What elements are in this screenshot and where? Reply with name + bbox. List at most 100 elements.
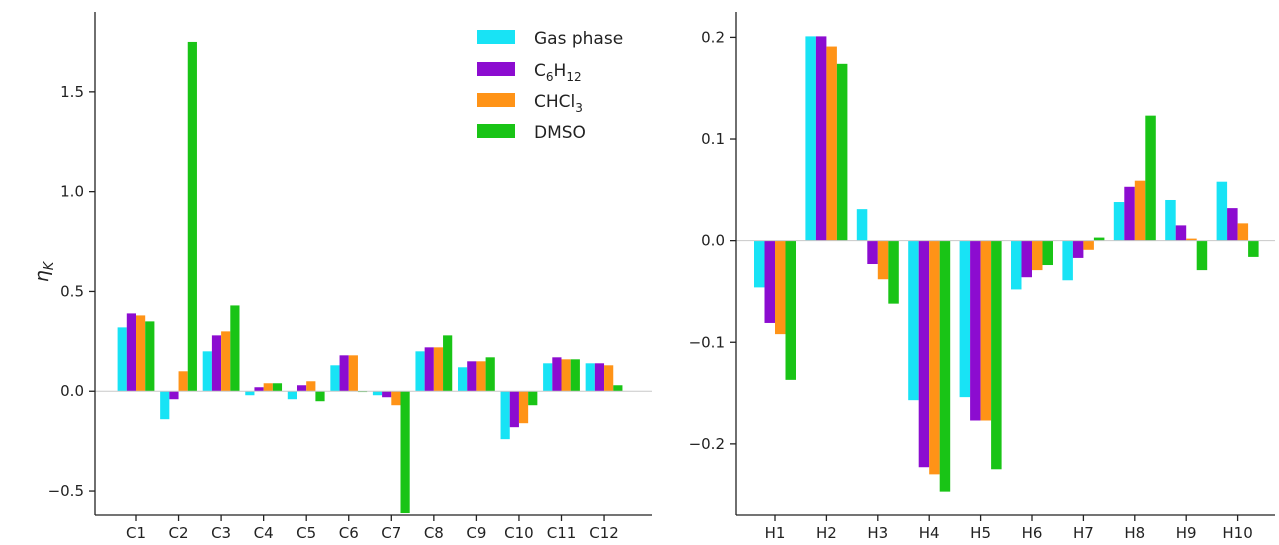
right-x-ticks: H1 H2 H3 H4 H5 H6 H7 H8 H9 H10	[765, 515, 1253, 542]
bar-h10-dmso	[1248, 240, 1259, 257]
y-tick-label: 0.2	[701, 28, 725, 46]
bar-c6-gas-phase	[330, 365, 340, 392]
bar-c1-gas-phase	[117, 327, 127, 392]
bar-h1-dmso	[785, 240, 796, 380]
bar-h4-gas-phase	[908, 240, 919, 401]
bar-h9-gas-phase	[1165, 199, 1176, 241]
x-tick-label-c9: C9	[466, 524, 486, 542]
x-tick-label-h9: H9	[1176, 524, 1197, 542]
x-tick-label-h3: H3	[867, 524, 888, 542]
bar-h1-chcl3	[775, 240, 786, 335]
legend-swatch-dmso	[477, 124, 515, 138]
legend-swatch-chcl3	[477, 93, 515, 107]
bar-c1-c6h12	[126, 313, 136, 392]
bar-h6-c6h12	[1021, 240, 1032, 278]
bar-c10-chcl3	[518, 391, 529, 424]
x-tick-label-c2: C2	[169, 524, 189, 542]
x-tick-label-c3: C3	[211, 524, 231, 542]
bar-h3-c6h12	[867, 240, 878, 265]
bar-h4-chcl3	[929, 240, 940, 475]
x-tick-label-c4: C4	[254, 524, 274, 542]
left-chart-panel: −0.50.00.51.01.5 C1 C2 C3 C4 C5 C6 C7 C8 C9 C10 C1…	[31, 12, 652, 542]
x-tick-label-c5: C5	[296, 524, 316, 542]
y-tick-label: −0.2	[689, 435, 725, 453]
bar-c2-dmso	[187, 41, 197, 392]
x-tick-label-h6: H6	[1022, 524, 1043, 542]
bar-h8-gas-phase	[1113, 202, 1125, 241]
bar-c4-gas-phase	[245, 391, 255, 396]
legend-label-gas-phase: Gas phase	[534, 29, 623, 49]
bar-h6-gas-phase	[1011, 240, 1022, 290]
x-tick-label-h8: H8	[1124, 524, 1145, 542]
bar-c8-gas-phase	[415, 351, 425, 392]
x-tick-label-h5: H5	[970, 524, 991, 542]
left-x-ticks: C1 C2 C3 C4 C5 C6 C7 C8 C9 C10 C11 C12	[126, 515, 619, 542]
x-tick-label-h7: H7	[1073, 524, 1094, 542]
y-tick-label: 1.0	[60, 183, 84, 201]
bar-h10-gas-phase	[1216, 181, 1228, 241]
bar-c12-c6h12	[594, 363, 605, 392]
legend-label-c6h12: C6H12	[534, 61, 582, 84]
y-tick-label: −0.1	[689, 333, 725, 351]
y-tick-label: 1.5	[60, 83, 84, 101]
bar-h8-chcl3	[1134, 180, 1146, 241]
y-tick-label: 0.0	[701, 232, 725, 250]
x-tick-label-h10: H10	[1222, 524, 1252, 542]
x-tick-label-h4: H4	[919, 524, 940, 542]
legend-label-chcl3: CHCl3	[534, 92, 583, 115]
bar-c3-dmso	[230, 305, 240, 392]
bar-c9-c6h12	[467, 361, 477, 392]
bar-c4-chcl3	[263, 383, 273, 392]
bar-h2-c6h12	[815, 36, 827, 241]
bar-c11-dmso	[570, 359, 580, 392]
bar-h7-dmso	[1093, 237, 1105, 241]
bar-c12-chcl3	[604, 365, 614, 392]
legend: Gas phase C6H12 CHCl3 DMSO	[477, 29, 623, 143]
bar-h6-chcl3	[1032, 240, 1043, 271]
bar-h5-c6h12	[970, 240, 981, 421]
bar-h10-c6h12	[1227, 208, 1238, 241]
bar-h8-dmso	[1145, 115, 1156, 241]
bar-c11-gas-phase	[543, 363, 553, 392]
bar-c1-dmso	[145, 321, 155, 392]
bar-h10-chcl3	[1237, 223, 1249, 241]
bar-c4-c6h12	[254, 387, 264, 392]
bar-c5-dmso	[315, 391, 325, 402]
bar-c3-c6h12	[211, 335, 222, 392]
bar-c10-c6h12	[509, 391, 519, 428]
bar-c12-gas-phase	[585, 363, 595, 392]
bar-h8-c6h12	[1124, 186, 1135, 241]
bar-c5-chcl3	[306, 381, 316, 392]
bar-h7-chcl3	[1083, 240, 1094, 250]
x-tick-label-c8: C8	[424, 524, 444, 542]
bar-c9-dmso	[485, 357, 495, 392]
left-y-axis-label: ηK	[31, 260, 57, 282]
bar-c7-c6h12	[382, 391, 392, 398]
bar-h1-gas-phase	[754, 240, 765, 288]
bar-c8-dmso	[443, 335, 453, 392]
bar-c2-c6h12	[169, 391, 179, 400]
x-tick-label-c11: C11	[547, 524, 577, 542]
bar-h9-chcl3	[1186, 238, 1197, 241]
bar-c12-dmso	[613, 385, 623, 392]
x-tick-label-c12: C12	[589, 524, 619, 542]
bar-h3-dmso	[888, 240, 899, 304]
y-tick-label: −0.5	[48, 482, 84, 500]
right-chart-bars	[754, 36, 1259, 492]
bar-h3-gas-phase	[856, 209, 868, 241]
bar-c5-gas-phase	[287, 391, 297, 400]
bar-c4-dmso	[272, 383, 283, 392]
bar-c8-c6h12	[424, 347, 434, 392]
y-tick-label: 0.1	[701, 130, 725, 148]
left-chart-bars	[117, 41, 623, 514]
bar-h3-chcl3	[877, 240, 889, 280]
right-chart-panel: −0.2 −0.1 0.0 0.1 0.2 H1 H2 H3 H4 H5 H6 H7 H8 H9 H10	[689, 12, 1275, 542]
legend-swatch-gas-phase	[477, 30, 515, 44]
bar-c5-c6h12	[297, 385, 307, 392]
legend-swatch-c6h12	[477, 62, 515, 76]
bar-h2-chcl3	[826, 46, 837, 241]
bar-c10-gas-phase	[500, 391, 510, 440]
bar-c7-chcl3	[391, 391, 401, 406]
bar-c7-gas-phase	[372, 391, 383, 396]
